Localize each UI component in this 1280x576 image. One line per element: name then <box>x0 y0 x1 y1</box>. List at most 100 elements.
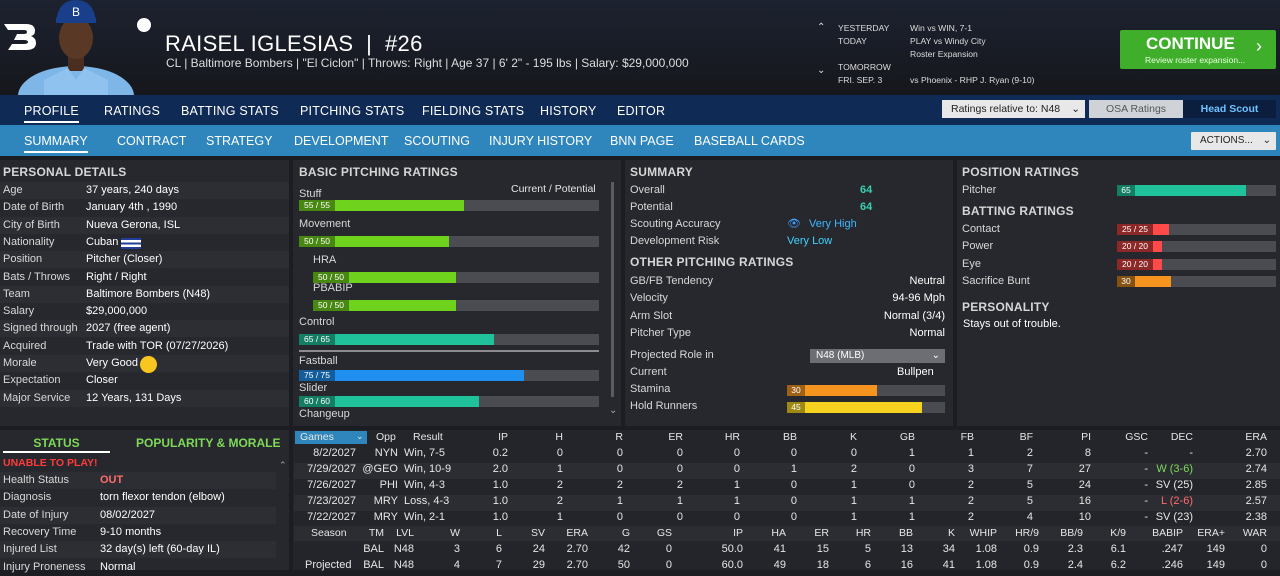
table-cell: MRY <box>373 495 398 507</box>
table-cell: 0.2 <box>492 447 508 459</box>
table-cell: 2 <box>676 479 683 491</box>
tab-pitching-stats[interactable]: PITCHING STATS <box>300 104 405 118</box>
detail-value: $29,000,000 <box>86 305 148 318</box>
column-header: FB <box>960 431 974 443</box>
chevron-down-icon[interactable]: ⌄ <box>609 405 618 416</box>
column-header: BABIP <box>1152 527 1183 539</box>
tab-editor[interactable]: EDITOR <box>617 104 666 118</box>
tab-development[interactable]: DEVELOPMENT <box>294 134 389 148</box>
ratings-relative-select[interactable]: Ratings relative to: N48 ⌄ <box>942 100 1085 118</box>
column-header: ERA <box>566 527 588 539</box>
table-cell: 24 <box>1078 479 1091 491</box>
table-cell: 2 <box>967 479 974 491</box>
unable-to-play-label: UNABLE TO PLAY! <box>3 457 98 469</box>
column-header: HR <box>724 431 740 443</box>
detail-value: January 4th , 1990 <box>86 201 178 214</box>
table-cell: 49 <box>773 559 786 571</box>
table-cell: 50 <box>617 559 630 571</box>
detail-label: Salary <box>3 305 35 318</box>
table-cell: MRY <box>373 511 398 523</box>
table-cell: 7/23/2027 <box>307 495 356 507</box>
other-rating-label: GB/FB Tendency <box>630 275 713 287</box>
detail-value: Cuban <box>86 235 119 248</box>
current-role-value: Bullpen <box>897 366 934 378</box>
table-cell: 0 <box>850 447 857 459</box>
chevron-up-icon[interactable]: ⌃ <box>817 22 826 33</box>
games-select[interactable] <box>295 431 367 444</box>
status-value: OUT <box>100 474 124 486</box>
tab-batting-stats[interactable]: BATTING STATS <box>181 104 279 118</box>
column-header: ERA <box>1245 431 1267 443</box>
column-header: HA <box>771 527 786 539</box>
tab-summary[interactable]: SUMMARY <box>24 134 88 153</box>
column-header: GB <box>899 431 915 443</box>
chevron-down-icon[interactable]: ⌄ <box>817 65 826 76</box>
table-row <box>0 251 289 269</box>
projected-role-select[interactable]: N48 (MLB) ⌄ <box>810 349 945 363</box>
table-cell: 18 <box>816 559 829 571</box>
rating-value: 20 / 20 <box>1117 241 1153 253</box>
table-cell: N48 <box>393 559 414 571</box>
actions-menu[interactable]: ACTIONS... ⌄ <box>1191 132 1276 150</box>
table-cell: - <box>1144 511 1148 523</box>
player-info: CL | Baltimore Bombers | "El Ciclon" | T… <box>166 56 689 70</box>
summary-panel <box>625 160 953 426</box>
detail-value[interactable]: Trade with TOR (07/27/2026) <box>86 339 229 352</box>
column-header: R <box>615 431 623 443</box>
table-cell: Win, 2-1 <box>404 511 445 523</box>
table-cell: 0 <box>676 511 683 523</box>
tab-history[interactable]: HISTORY <box>540 104 597 118</box>
table-cell: 29 <box>532 559 545 571</box>
tab-injury-history[interactable]: INJURY HISTORY <box>489 134 593 148</box>
chevron-down-icon: ⌄ <box>931 350 940 361</box>
table-cell: 0 <box>676 463 683 475</box>
development-risk-label: Development Risk <box>630 235 720 247</box>
table-cell: 0 <box>790 479 797 491</box>
table-cell: 16 <box>900 559 913 571</box>
table-cell: 1 <box>908 495 915 507</box>
tab-status[interactable]: STATUS <box>3 433 110 453</box>
table-row <box>0 472 276 489</box>
table-cell: 27 <box>1078 463 1091 475</box>
scrollbar[interactable] <box>611 182 614 397</box>
table-cell: 2.4 <box>1067 559 1083 571</box>
flag-icon[interactable] <box>137 18 151 32</box>
continue-button[interactable]: CONTINUE Review roster expansion... › <box>1120 30 1276 69</box>
tab-profile[interactable]: PROFILE <box>24 104 79 123</box>
rating-bar-fill <box>299 396 479 407</box>
status-label: Injury Proneness <box>3 560 86 573</box>
detail-value[interactable]: Baltimore Bombers (N48) <box>86 287 211 300</box>
table-cell: Win, 10-9 <box>404 463 452 475</box>
cuba-flag-icon <box>121 237 141 249</box>
table-cell: Loss, 4-3 <box>404 495 450 507</box>
divider <box>299 350 599 352</box>
head-scout-button[interactable]: Head Scout <box>1183 100 1276 118</box>
rating-value: 60 / 60 <box>299 396 335 407</box>
column-header: Result <box>413 431 443 443</box>
table-cell: 6 <box>864 559 871 571</box>
table-cell: 6 <box>495 543 502 555</box>
table-cell: 7 <box>1026 463 1033 475</box>
rating-label: Changeup <box>299 408 350 420</box>
table-cell: 1 <box>908 447 915 459</box>
tab-fielding-stats[interactable]: FIELDING STATS <box>422 104 525 118</box>
yesterday-result[interactable]: Win vs WIN, 7-1 <box>910 23 973 33</box>
tab-popularity-morale[interactable]: POPULARITY & MORALE <box>136 436 281 450</box>
chevron-up-icon[interactable]: ⌃ <box>279 460 287 470</box>
tab-bnn-page[interactable]: BNN PAGE <box>610 134 674 148</box>
tab-baseball-cards[interactable]: BASEBALL CARDS <box>694 134 805 148</box>
today-game[interactable]: PLAY vs Windy City <box>910 36 986 46</box>
status-value: 08/02/2027 <box>100 508 156 521</box>
current-potential-label: Current / Potential <box>511 183 596 195</box>
table-cell: - <box>1144 479 1148 491</box>
status-value: 32 day(s) left (60-day IL) <box>100 543 220 556</box>
tab-strategy[interactable]: STRATEGY <box>206 134 273 148</box>
tab-ratings[interactable]: RATINGS <box>104 104 161 118</box>
tomorrow-game[interactable]: vs Phoenix - RHP J. Ryan (9-10) <box>910 75 1035 85</box>
table-cell: 0 <box>908 463 915 475</box>
scouting-accuracy-label: Scouting Accuracy <box>630 218 721 230</box>
tab-contract[interactable]: CONTRACT <box>117 134 187 148</box>
tab-scouting[interactable]: SCOUTING <box>404 134 470 148</box>
continue-label: CONTINUE <box>1146 34 1235 53</box>
osa-ratings-button[interactable]: OSA Ratings <box>1089 100 1183 118</box>
